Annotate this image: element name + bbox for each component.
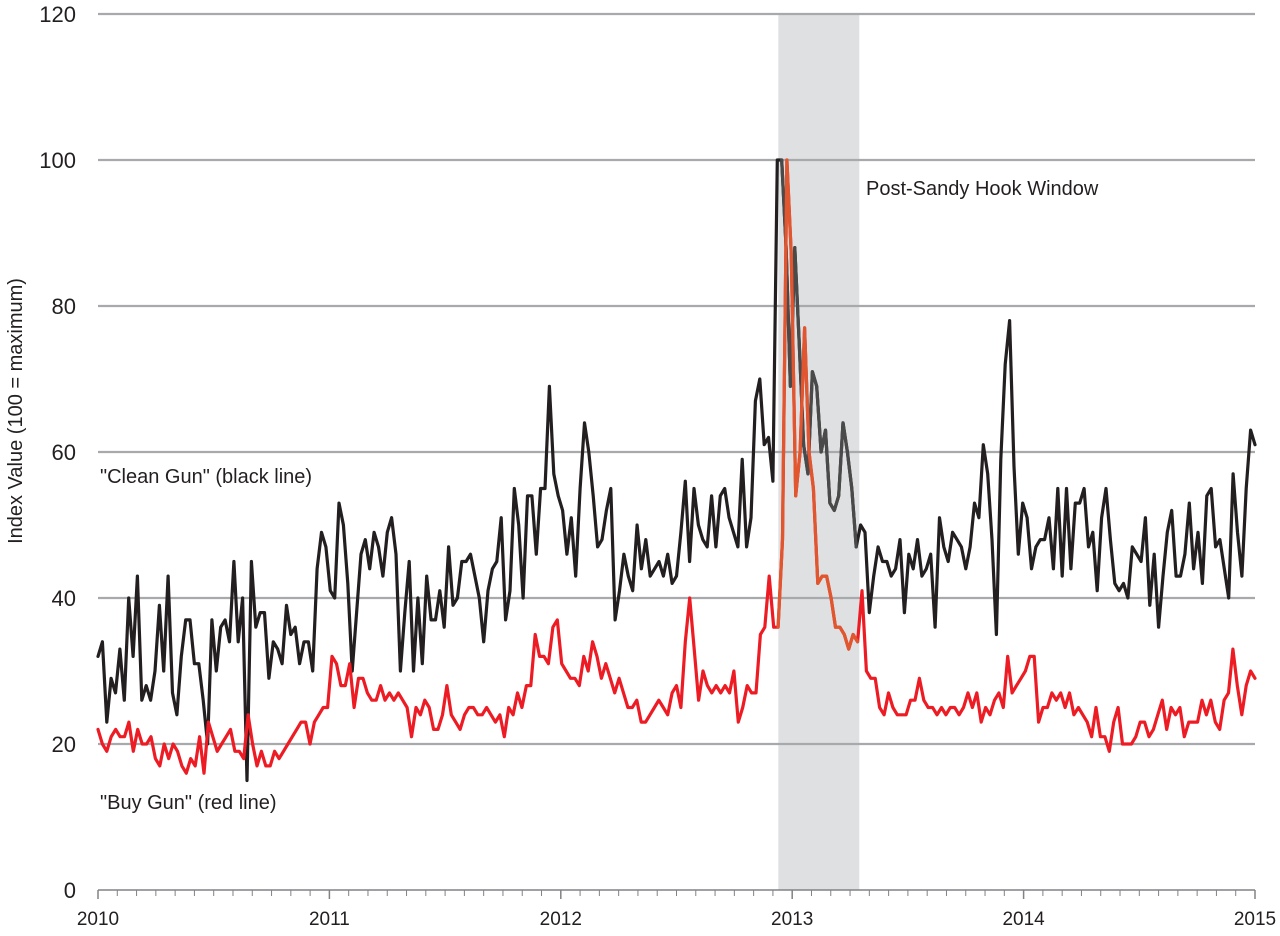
- y-axis-title: Index Value (100 = maximum): [5, 278, 27, 544]
- series-line: [96, 158, 1257, 783]
- y-tick-label: 60: [52, 440, 76, 465]
- gridlines: [98, 12, 1255, 746]
- y-tick-label: 80: [52, 294, 76, 319]
- x-tick-label: 2015: [1234, 909, 1276, 930]
- y-tick-label: 40: [52, 586, 76, 611]
- series-line-window-segment: [776, 158, 860, 651]
- y-tick-label: 0: [64, 878, 76, 903]
- y-tick-label: 100: [39, 148, 76, 173]
- series-layer: [96, 158, 1257, 783]
- series-0: [96, 158, 1257, 783]
- y-tick-label: 120: [39, 2, 76, 27]
- series-1: [96, 158, 1257, 775]
- x-tick-labels: 2010 2011 2012 2013 2014 2015: [77, 909, 1276, 930]
- window-label: Post-Sandy Hook Window: [866, 178, 1099, 200]
- y-tick-labels: 0 20 40 60 80 100 120: [39, 2, 76, 903]
- x-axis: [97, 889, 1256, 899]
- series-line: [96, 158, 1257, 775]
- x-tick-label: 2014: [1002, 909, 1045, 930]
- legend-buy-gun: "Buy Gun" (red line): [100, 792, 277, 814]
- x-tick-label: 2012: [540, 909, 582, 930]
- legend-clean-gun: "Clean Gun" (black line): [100, 466, 312, 488]
- x-tick-label: 2011: [309, 909, 350, 930]
- x-tick-label: 2010: [77, 909, 119, 930]
- series-line-window-segment: [780, 158, 858, 549]
- x-tick-label: 2013: [771, 909, 813, 930]
- y-tick-label: 20: [52, 732, 76, 757]
